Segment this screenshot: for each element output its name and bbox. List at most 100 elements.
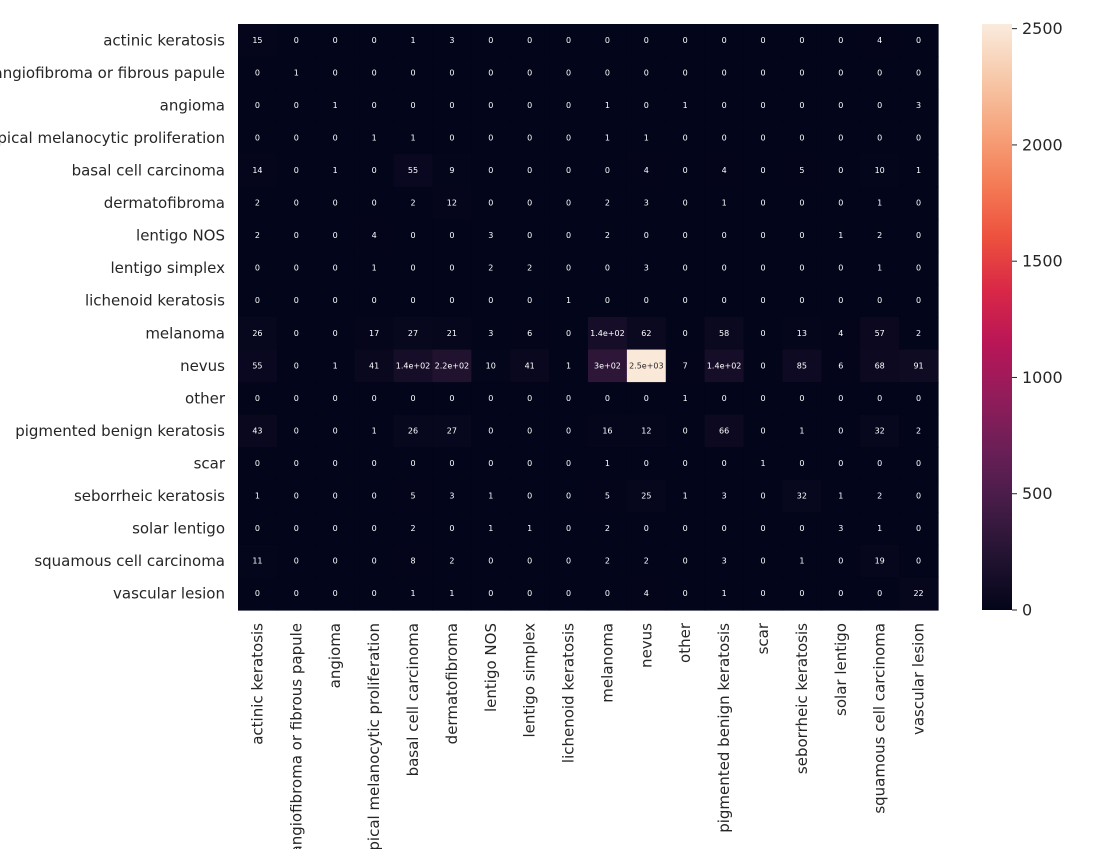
cell-annotation: 0	[410, 68, 415, 77]
heatmap-cell	[549, 219, 589, 253]
cell-annotation: 0	[410, 394, 415, 403]
heatmap-cell	[471, 317, 511, 351]
heatmap-cell	[665, 447, 706, 481]
cell-annotation: 1	[527, 524, 532, 533]
heatmap-cell	[276, 414, 317, 448]
heatmap-cell	[432, 24, 472, 58]
cell-annotation: 0	[566, 199, 571, 208]
heatmap-cell	[588, 577, 628, 611]
cell-annotation: 0	[838, 557, 843, 566]
column-tick-label: lichenoid keratosis	[560, 623, 578, 763]
cell-annotation: 2	[605, 199, 610, 208]
heatmap-cell	[665, 24, 706, 58]
cell-annotation: 13	[797, 329, 807, 338]
heatmap-cell	[432, 577, 472, 611]
cell-annotation: 0	[683, 68, 688, 77]
heatmap-cell	[821, 186, 861, 220]
heatmap-cell	[432, 219, 472, 253]
cell-annotation: 0	[838, 133, 843, 142]
heatmap-cell	[782, 317, 822, 351]
cell-annotation: 10	[486, 361, 496, 370]
cell-annotation: 3	[644, 264, 649, 273]
heatmap-cell	[626, 447, 667, 481]
heatmap-cell	[626, 349, 667, 383]
cell-annotation: 0	[799, 101, 804, 110]
cell-annotation: 0	[799, 524, 804, 533]
heatmap-cell	[510, 24, 550, 58]
heatmap-cell	[665, 317, 706, 351]
cell-annotation: 1	[605, 459, 610, 468]
heatmap-cell	[432, 479, 472, 513]
heatmap-cell	[665, 251, 706, 286]
cell-annotation: 0	[527, 199, 532, 208]
column-tick-label: solar lentigo	[832, 623, 850, 716]
heatmap-cell	[665, 89, 706, 123]
cell-annotation: 0	[488, 36, 493, 45]
cell-annotation: 0	[333, 589, 338, 598]
heatmap-cell	[510, 121, 550, 155]
cell-annotation: 0	[566, 133, 571, 142]
heatmap-cell	[626, 284, 667, 318]
cell-annotation: 1	[566, 296, 571, 305]
heatmap-cell	[276, 154, 317, 188]
heatmap-cell	[704, 414, 745, 448]
heatmap-cell	[238, 154, 278, 188]
heatmap-cell	[549, 121, 589, 155]
heatmap-cell	[432, 186, 472, 220]
cell-annotation: 0	[488, 133, 493, 142]
cell-annotation: 0	[410, 101, 415, 110]
cell-annotation: 57	[875, 329, 885, 338]
heatmap-cell	[782, 56, 822, 90]
cell-annotation: 0	[333, 199, 338, 208]
cell-annotation: 1	[838, 492, 843, 501]
heatmap-cell	[860, 382, 900, 416]
heatmap-cell	[743, 186, 784, 220]
heatmap-cell	[665, 577, 706, 611]
cell-annotation: 0	[255, 589, 260, 598]
heatmap-cell	[743, 219, 784, 253]
heatmap-cell	[899, 89, 939, 123]
heatmap-cell	[626, 121, 667, 155]
heatmap-cell	[315, 447, 356, 481]
cell-annotation: 0	[333, 459, 338, 468]
cell-annotation: 2	[916, 426, 921, 435]
heatmap-cell	[276, 349, 317, 383]
cell-annotation: 0	[410, 296, 415, 305]
cell-annotation: 0	[722, 68, 727, 77]
heatmap-cell	[743, 89, 784, 123]
heatmap-cell	[238, 414, 278, 448]
cell-annotation: 1	[410, 133, 415, 142]
cell-annotation: 19	[875, 557, 885, 566]
heatmap-cell	[238, 219, 278, 253]
heatmap-cell	[782, 154, 822, 188]
cell-annotation: 0	[566, 492, 571, 501]
cell-annotation: 0	[916, 68, 921, 77]
cell-annotation: 0	[488, 166, 493, 175]
heatmap-cell	[704, 317, 745, 351]
cell-annotation: 0	[916, 394, 921, 403]
heatmap-cell	[665, 544, 706, 579]
cell-annotation: 55	[252, 361, 262, 370]
cell-annotation: 0	[799, 133, 804, 142]
cell-annotation: 0	[760, 68, 765, 77]
cell-annotation: 0	[722, 231, 727, 240]
heatmap-cell	[471, 219, 511, 253]
heatmap-cell	[899, 284, 939, 318]
cell-annotation: 0	[255, 264, 260, 273]
heatmap-cell	[821, 349, 861, 383]
heatmap-cell	[588, 56, 628, 90]
heatmap-cell	[588, 219, 628, 253]
heatmap-cell	[510, 447, 550, 481]
cell-annotation: 2	[605, 557, 610, 566]
heatmap-cell	[665, 382, 706, 416]
heatmap-cell	[238, 251, 278, 286]
cell-annotation: 0	[916, 557, 921, 566]
heatmap-cell	[510, 577, 550, 611]
colorbar-tick-label: 2500	[1022, 19, 1063, 38]
cell-annotation: 0	[722, 264, 727, 273]
cell-annotation: 0	[838, 394, 843, 403]
cell-annotation: 0	[916, 133, 921, 142]
heatmap-cell	[665, 56, 706, 90]
cell-annotation: 0	[566, 264, 571, 273]
heatmap-cell	[354, 24, 395, 58]
